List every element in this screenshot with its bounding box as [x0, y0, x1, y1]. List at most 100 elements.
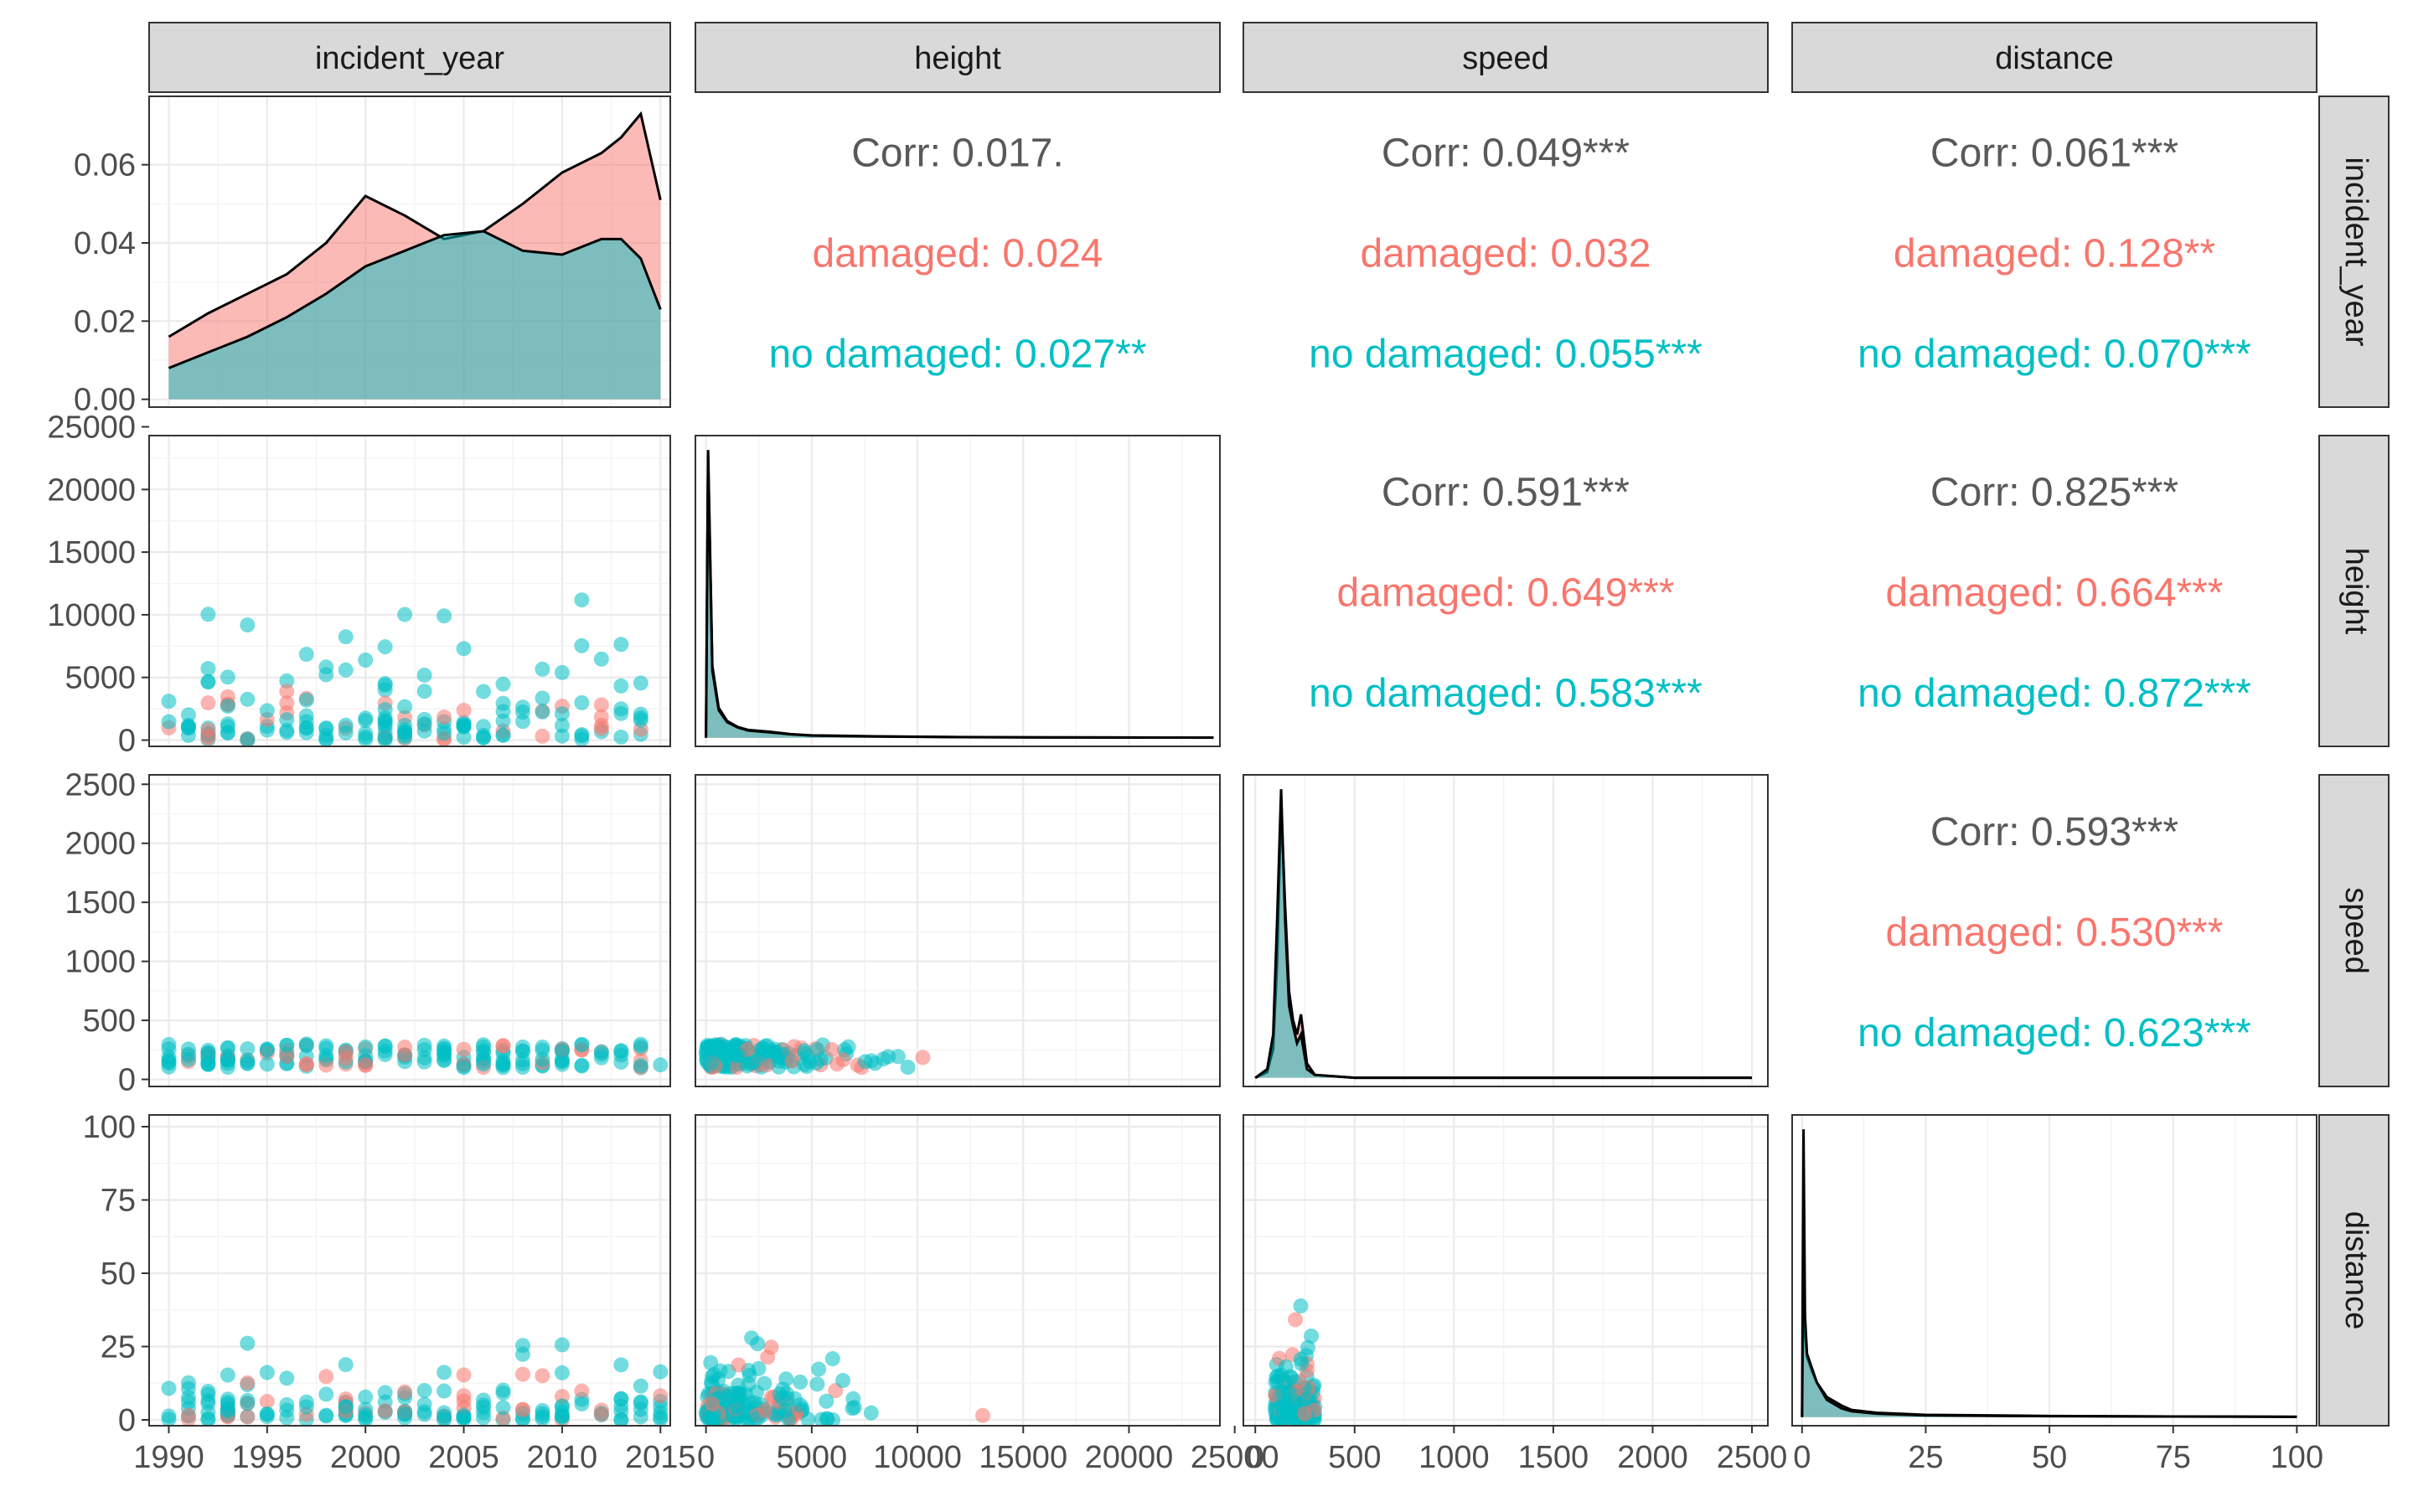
point-no_damaged	[535, 704, 550, 720]
x-tick-label: 0	[1793, 1440, 1811, 1475]
point-no_damaged	[220, 669, 235, 685]
panel-bg	[1243, 775, 1768, 1086]
panel-distance-incident_year	[149, 1115, 670, 1426]
point-no_damaged	[259, 1056, 275, 1072]
panel-border	[148, 774, 671, 1087]
point-no_damaged	[535, 661, 550, 677]
point-no_damaged	[180, 720, 196, 736]
strip-right-incident_year	[2318, 95, 2390, 408]
point-damaged	[574, 1383, 590, 1399]
point-no_damaged	[495, 695, 511, 711]
point-damaged	[974, 1407, 990, 1423]
x-tick-label: 5000	[777, 1440, 848, 1475]
point-no_damaged	[259, 1409, 275, 1425]
point-no_damaged	[819, 1411, 835, 1426]
point-no_damaged	[653, 1364, 669, 1380]
point-no_damaged	[298, 708, 314, 724]
point-no_damaged	[704, 1055, 720, 1071]
point-no_damaged	[200, 661, 216, 677]
density-line-no_damaged	[705, 456, 1214, 740]
scatter-points	[1268, 1298, 1323, 1426]
x-tick-label: 15000	[979, 1440, 1067, 1475]
point-no_damaged	[259, 722, 275, 738]
point-damaged	[279, 684, 295, 699]
y-tick-label: 10000	[47, 598, 136, 633]
point-damaged	[318, 1369, 334, 1385]
x-tick-label: 25000	[1191, 1440, 1279, 1475]
point-no_damaged	[200, 606, 216, 622]
corr-overall-incident_year-speed: Corr: 0.049***	[1382, 132, 1630, 176]
point-no_damaged	[377, 732, 393, 746]
point-no_damaged	[298, 647, 314, 663]
panel-speed-speed	[1243, 775, 1768, 1086]
point-no_damaged	[754, 1041, 770, 1057]
point-damaged	[298, 1056, 314, 1072]
panel-distance-speed	[1243, 1115, 1768, 1426]
x-tick-label: 75	[2156, 1440, 2191, 1475]
point-no_damaged	[456, 1060, 472, 1076]
strip-speed	[1243, 22, 1769, 93]
point-no_damaged	[338, 662, 354, 678]
point-no_damaged	[180, 707, 196, 723]
point-no_damaged	[554, 664, 570, 680]
point-no_damaged	[240, 617, 256, 633]
point-no_damaged	[298, 692, 314, 708]
strip-label-distance: distance	[1995, 41, 2114, 76]
corr-no-damaged-incident_year-speed: no damaged: 0.055***	[1309, 333, 1703, 377]
panel-height-height	[695, 436, 1220, 746]
panel-border	[148, 1114, 671, 1427]
point-damaged	[397, 1047, 413, 1063]
point-no_damaged	[554, 728, 570, 744]
point-no_damaged	[240, 691, 256, 707]
point-damaged	[437, 710, 452, 725]
point-no_damaged	[554, 718, 570, 734]
point-no_damaged	[200, 1405, 216, 1421]
point-no_damaged	[437, 608, 452, 624]
point-damaged	[593, 1406, 609, 1422]
point-no_damaged	[728, 1398, 744, 1414]
point-no_damaged	[259, 703, 275, 719]
point-no_damaged	[633, 1401, 648, 1417]
point-no_damaged	[787, 1391, 803, 1406]
point-no_damaged	[835, 1373, 851, 1389]
panel-border	[695, 774, 1221, 1087]
corr-damaged-incident_year-distance: damaged: 0.128**	[1894, 232, 2215, 276]
point-no_damaged	[358, 1039, 374, 1055]
point-damaged	[200, 695, 216, 711]
corr-overall-height-speed: Corr: 0.591***	[1382, 471, 1630, 515]
point-no_damaged	[279, 1402, 295, 1418]
strip-right-label-incident_year: incident_year	[2338, 157, 2374, 346]
point-no_damaged	[710, 1371, 726, 1387]
x-tick-label: 2015	[625, 1440, 696, 1475]
panel-border	[1243, 1114, 1769, 1427]
x-tick-label: 50	[2032, 1440, 2067, 1475]
point-no_damaged	[574, 731, 590, 746]
corr-no-damaged-height-distance: no damaged: 0.872***	[1858, 672, 2251, 716]
point-no_damaged	[476, 1410, 492, 1426]
point-no_damaged	[1270, 1368, 1286, 1384]
point-no_damaged	[279, 1037, 295, 1053]
point-no_damaged	[240, 1335, 256, 1351]
strip-height	[695, 22, 1221, 93]
point-no_damaged	[279, 725, 295, 741]
point-no_damaged	[574, 1037, 590, 1053]
point-damaged	[763, 1339, 779, 1355]
point-no_damaged	[1280, 1384, 1296, 1400]
point-no_damaged	[298, 1038, 314, 1054]
point-no_damaged	[220, 698, 235, 714]
strip-label-speed: speed	[1462, 41, 1549, 76]
point-no_damaged	[514, 1043, 530, 1059]
point-no_damaged	[259, 1365, 275, 1380]
point-no_damaged	[1293, 1298, 1309, 1314]
point-no_damaged	[318, 1407, 334, 1423]
point-no_damaged	[653, 1411, 669, 1426]
point-damaged	[784, 1053, 800, 1069]
point-damaged	[397, 1384, 413, 1400]
point-no_damaged	[397, 1406, 413, 1422]
point-no_damaged	[574, 592, 590, 608]
scatter-points	[161, 1335, 669, 1426]
corr-no-damaged-incident_year-height: no damaged: 0.027**	[768, 333, 1146, 377]
point-no_damaged	[890, 1049, 906, 1065]
strip-label-incident_year: incident_year	[315, 41, 504, 76]
point-damaged	[514, 1366, 530, 1382]
